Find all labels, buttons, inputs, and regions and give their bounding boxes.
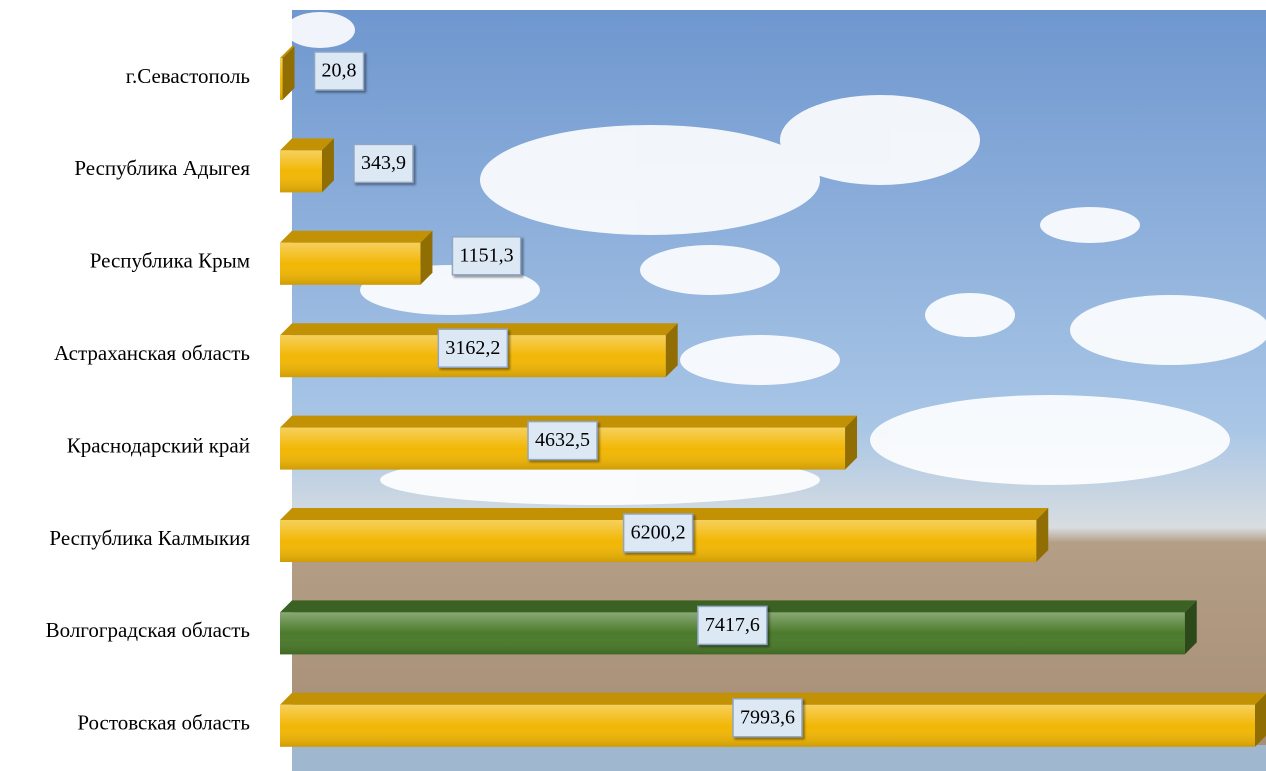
value-label-box [622,513,694,553]
value-label-box [451,236,522,276]
category-label: Астраханская область [54,341,250,365]
bar-top [280,138,334,151]
bar-side [1184,600,1197,655]
category-label: Краснодарский край [67,433,250,457]
bar-top [280,230,433,243]
bar-side [420,230,433,285]
value-label-box [313,51,365,91]
bar-side [1036,508,1049,562]
category-label: Ростовская область [77,711,250,735]
bar-shine [280,242,421,285]
category-label: Республика Адыгея [74,156,250,180]
bar-shine [280,58,283,100]
value-label: 3162,2 [445,337,500,359]
value-label-box [437,328,509,368]
value-label: 4632,5 [535,429,590,451]
category-label: Республика Калмыкия [49,526,250,550]
value-label: 20,8 [322,60,357,82]
value-label: 343,9 [361,152,406,174]
value-label-box [527,420,598,461]
bar-side [845,415,858,470]
value-label: 1151,3 [459,244,513,266]
background [285,10,1266,771]
value-label-box [732,698,803,738]
category-label: Волгоградская область [46,618,250,642]
category-label: Республика Крым [90,249,250,273]
bar-top [280,46,295,58]
bar-side [1255,693,1266,747]
bar-shine [280,150,322,193]
value-label-box [353,143,414,184]
value-label: 7993,6 [740,706,795,728]
bar-side [282,46,295,100]
value-label: 6200,2 [631,522,686,544]
bar-side [665,323,678,378]
value-label-box [697,605,768,646]
category-label: г.Севастополь [126,64,250,88]
bar-side [321,138,334,193]
value-label: 7417,6 [705,614,760,636]
